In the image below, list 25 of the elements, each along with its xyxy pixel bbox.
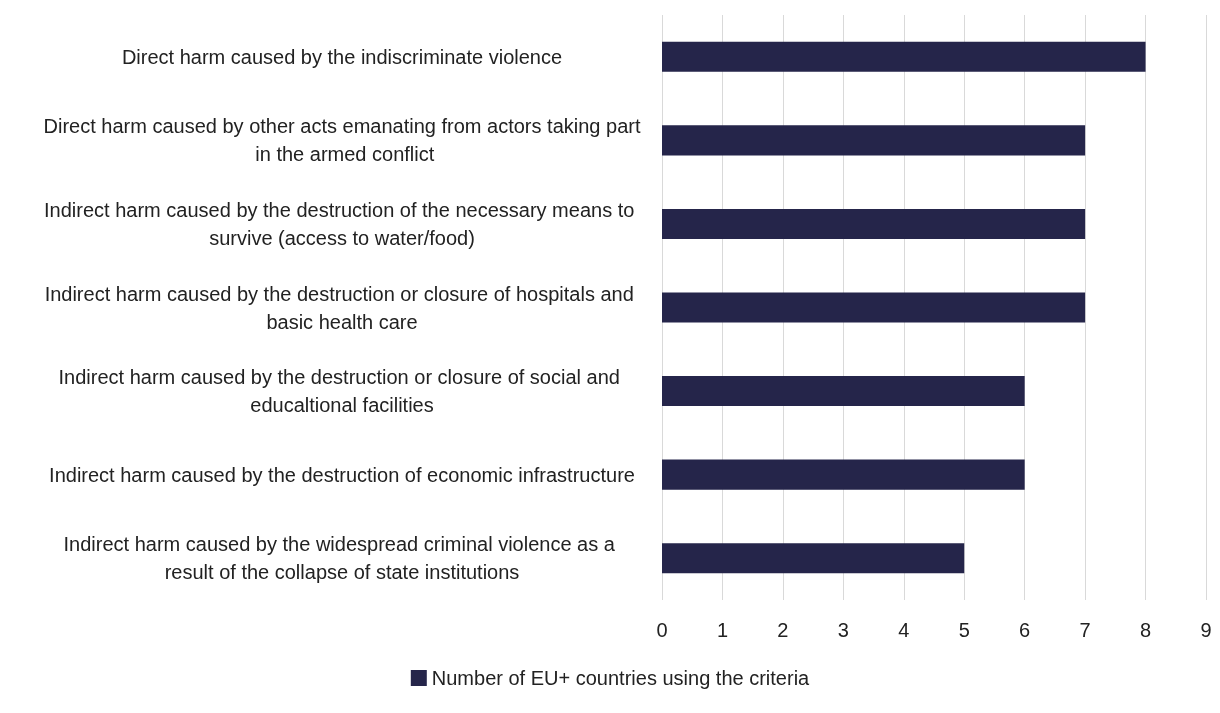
x-tick-label: 9 [1200, 619, 1212, 641]
y-tick-label: Indirect harm caused by the widespread criminal violence as a result of the collapse of state institutions [63, 533, 621, 584]
x-tick-label: 3 [837, 619, 849, 641]
y-tick-label: Direct harm caused by the indiscriminate violence [121, 45, 563, 68]
x-tick-label: 0 [656, 619, 668, 641]
x-tick-label: 2 [777, 619, 789, 641]
x-tick-label: 1 [716, 619, 729, 641]
bar [662, 459, 1025, 490]
bar [662, 292, 1086, 323]
y-tick-label: Direct harm caused by other acts emanating from actors taking part in the armed conflict [43, 115, 641, 166]
y-tick-label: Indirect harm caused by the destruction or closure of social and educaltional facilities [58, 366, 626, 417]
y-tick-label: Indirect harm caused by the destruction or closure of hospitals and basic health care [44, 282, 640, 333]
x-tick-label: 7 [1079, 619, 1091, 641]
x-tick-label: 8 [1139, 619, 1152, 641]
bar [662, 543, 965, 574]
y-tick-label: Indirect harm caused by the destruction of the necessary means to survive (access to water/food) [44, 198, 640, 249]
x-tick-label: 5 [958, 619, 970, 641]
bar [662, 125, 1086, 156]
bar [662, 208, 1086, 239]
x-tick-label: 6 [1019, 619, 1031, 641]
legend-label: Number of EU+ countries using the criteria [431, 667, 811, 689]
y-tick-label: Indirect harm caused by the destruction of economic infrastructure [49, 463, 635, 486]
bar [662, 376, 1025, 407]
x-tick-label: 4 [898, 619, 910, 641]
bar [662, 41, 1146, 72]
